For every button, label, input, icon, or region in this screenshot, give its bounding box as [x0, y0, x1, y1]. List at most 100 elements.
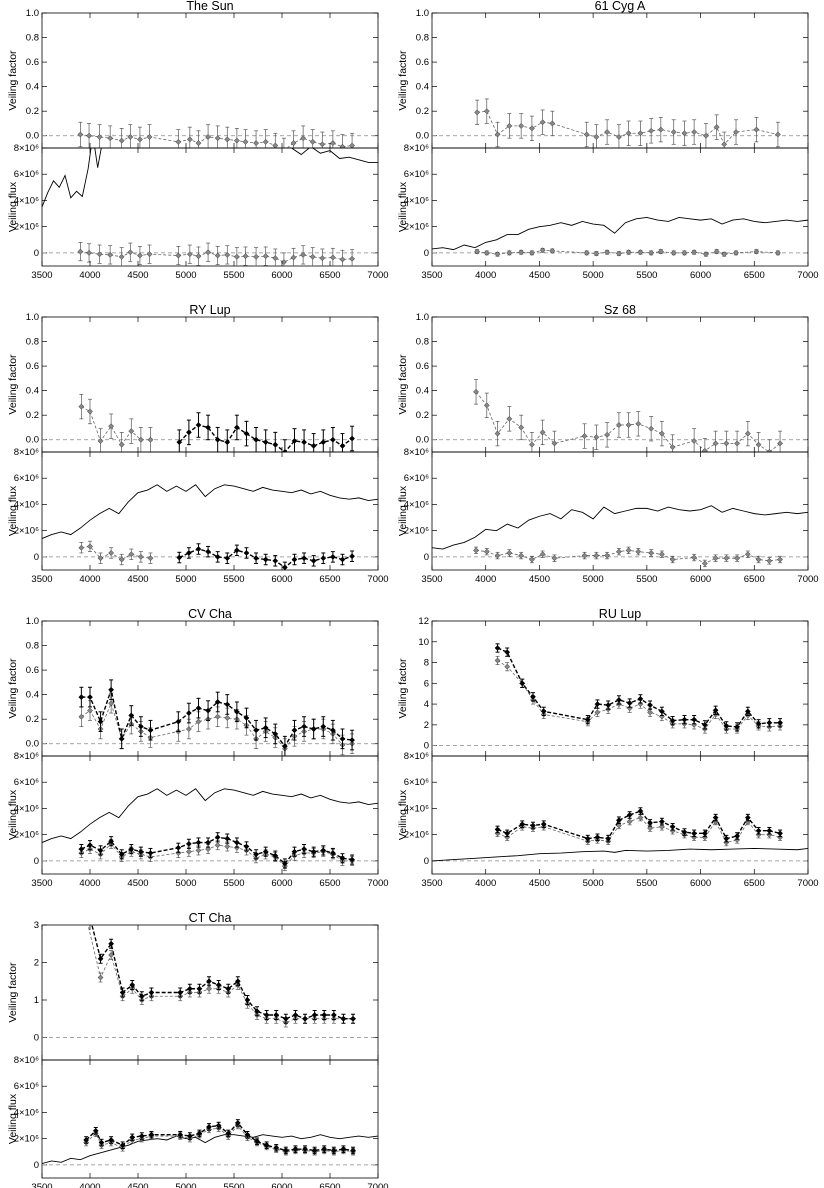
data-point [281, 860, 288, 867]
data-point [195, 705, 202, 712]
data-point [766, 449, 773, 452]
data-point [137, 436, 144, 443]
plot-frame [41, 755, 379, 875]
data-point [87, 408, 93, 415]
y-axis-label: Veiling factor [7, 658, 19, 719]
data-point [98, 1139, 105, 1146]
data-layer [42, 788, 378, 872]
x-tick-label: 6000 [271, 270, 292, 281]
data-point [605, 702, 612, 709]
data-point [670, 129, 677, 135]
data-point [146, 251, 153, 258]
data-point [774, 131, 781, 138]
x-tick-label: 3500 [31, 878, 52, 889]
data-point [777, 556, 784, 563]
data-point [87, 842, 93, 849]
data-point [206, 985, 212, 992]
data-point [128, 712, 135, 719]
x-tick-label: 5000 [583, 270, 604, 281]
data-point [615, 817, 622, 824]
spectrum-line [42, 788, 378, 843]
data-point [494, 645, 501, 651]
data-point [701, 447, 708, 452]
chart-title: CV Cha [188, 607, 232, 621]
chart-panel: 61 Cyg A 0.0 0.2 0.4 0.6 0.8 1.0 Veiling factor… [397, 0, 819, 281]
data-point [681, 130, 688, 137]
data-point [329, 553, 336, 560]
data-point [83, 1137, 90, 1143]
data-point [339, 442, 346, 449]
veiling-series-line [475, 391, 781, 452]
data-point [723, 555, 730, 562]
data-point [339, 143, 346, 148]
veiling-factor-panel: 0.0 0.2 0.4 0.6 0.8 1.0 Veiling factor [7, 312, 379, 453]
data-point [483, 249, 490, 256]
data-point [272, 255, 279, 262]
data-point [339, 735, 346, 742]
data-point [766, 827, 773, 834]
x-tick-label: 7000 [367, 270, 388, 281]
data-point [206, 978, 212, 985]
data-point [107, 135, 114, 142]
data-point [540, 708, 547, 715]
chart-panel: RY Lup 0.0 0.2 0.4 0.6 0.8 1.0 Veiling factor 0 2… [7, 303, 389, 585]
x-tick-label: 3500 [31, 1182, 52, 1188]
data-point [518, 249, 525, 256]
data-point [723, 722, 730, 729]
x-tick-label: 4000 [79, 270, 100, 281]
veiling-series-line [81, 702, 353, 750]
y-tick-label: 2×10⁶ [404, 526, 429, 537]
data-point [214, 553, 221, 560]
data-point [721, 141, 728, 148]
data-layer [494, 643, 784, 734]
data-point [530, 822, 536, 829]
data-point [242, 253, 249, 260]
data-point [339, 855, 346, 862]
data-point [281, 743, 288, 750]
y-tick-label: 0.6 [416, 361, 429, 372]
y-tick-label: 4×10⁶ [404, 195, 429, 206]
data-point [504, 830, 511, 837]
data-point [253, 727, 260, 734]
data-point [77, 131, 84, 138]
data-point [330, 1147, 337, 1154]
veiling-flux-panel: 0 2×10⁶ 4×10⁶ 6×10⁶ 8×10⁶ Veiling flux [397, 447, 809, 571]
data-point [349, 435, 356, 442]
data-point [234, 1119, 241, 1126]
y-axis-label: Veiling flux [7, 1093, 19, 1144]
data-point [350, 1147, 356, 1154]
y-tick-label: 0.0 [26, 131, 39, 142]
data-point [186, 1133, 193, 1139]
data-point [263, 1012, 270, 1018]
data-point [540, 821, 547, 828]
data-point [108, 838, 115, 845]
data-point [224, 835, 231, 842]
data-point [753, 248, 760, 255]
data-point [301, 439, 308, 446]
y-tick-label: 6×10⁶ [14, 1081, 39, 1092]
data-point [518, 424, 525, 431]
x-tick-label: 4000 [79, 1182, 100, 1188]
spectrum-line [42, 148, 378, 208]
data-point [647, 825, 654, 832]
data-point [518, 552, 525, 559]
data-point [243, 715, 250, 721]
data-point [310, 848, 317, 855]
data-point [551, 440, 558, 447]
data-point [262, 724, 269, 731]
y-tick-label: 0 [424, 552, 429, 563]
y-tick-label: 8×10⁶ [14, 143, 39, 154]
x-tick-label: 6500 [319, 574, 340, 585]
x-tick-label: 5500 [223, 270, 244, 281]
data-point [635, 420, 642, 427]
data-point [108, 940, 115, 947]
data-layer [432, 807, 808, 862]
data-point [118, 735, 125, 742]
data-point [581, 433, 588, 439]
data-point [774, 249, 781, 256]
data-point [138, 993, 145, 1000]
y-tick-label: 4 [424, 699, 429, 710]
data-point [205, 249, 212, 256]
data-point [127, 134, 134, 140]
data-point [637, 249, 644, 256]
